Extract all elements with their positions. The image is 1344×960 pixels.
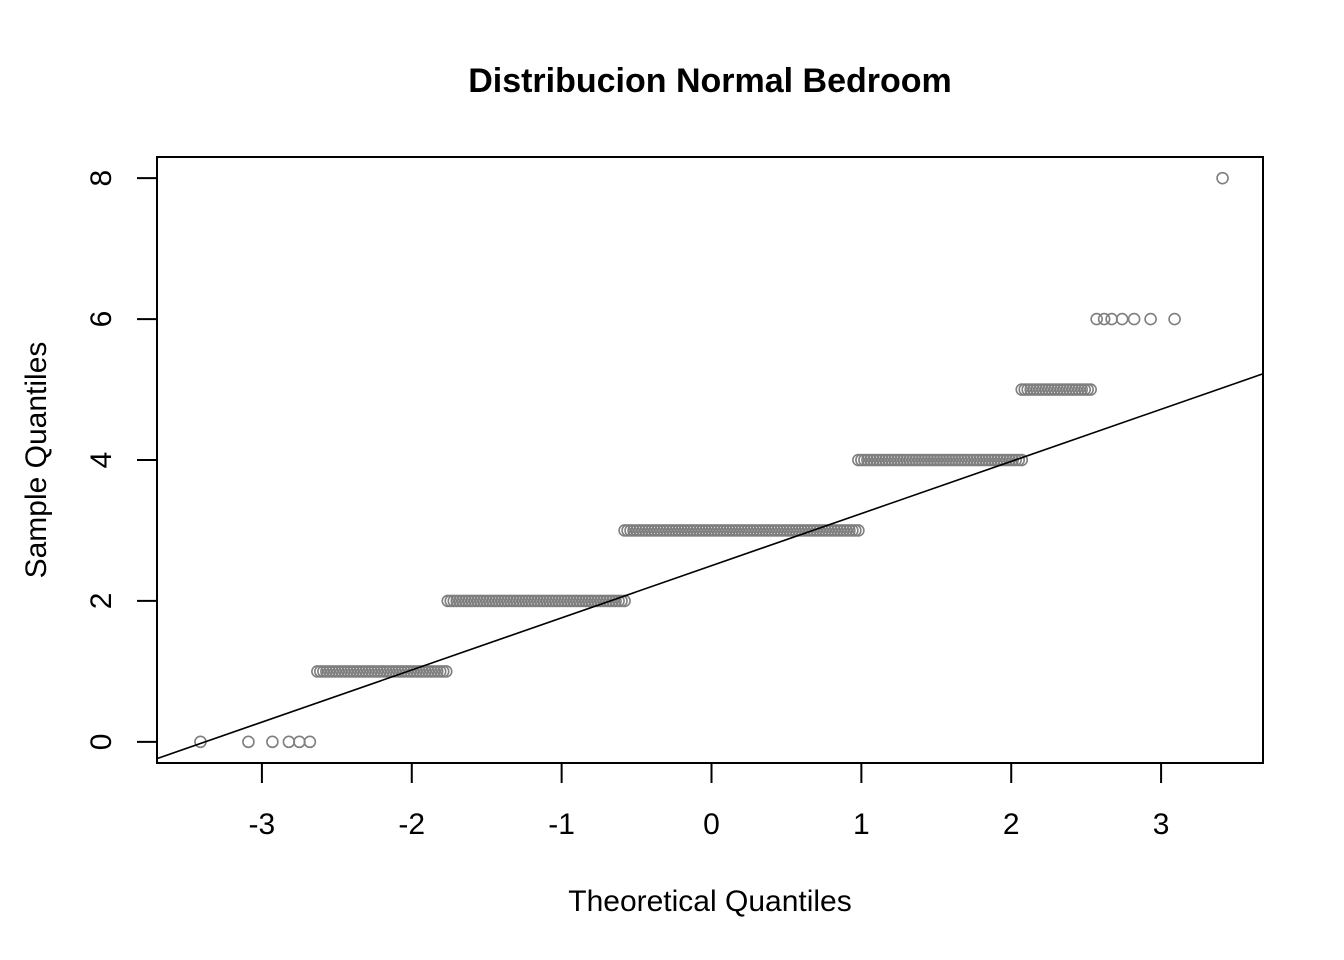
data-point — [852, 524, 865, 537]
data-point — [1216, 171, 1229, 185]
y-axis: 0 2 4 6 8 — [85, 170, 158, 751]
y-tick-label: 0 — [85, 734, 118, 751]
y-tick-label: 8 — [85, 170, 118, 187]
data-point — [266, 735, 279, 749]
data-point — [1090, 312, 1103, 326]
data-point — [1084, 383, 1097, 396]
data-point — [1127, 312, 1141, 326]
data-point — [303, 735, 317, 749]
x-tick-label: -3 — [249, 808, 276, 841]
data-point — [282, 735, 296, 749]
data-point — [1097, 312, 1111, 326]
data-points — [194, 171, 1229, 749]
data-point — [439, 665, 453, 678]
x-axis-label: Theoretical Quantiles — [568, 885, 851, 918]
y-tick-label: 2 — [85, 593, 118, 610]
x-tick-label: -2 — [398, 808, 425, 841]
y-axis-label: Sample Quantiles — [20, 342, 53, 579]
chart-title: Distribucion Normal Bedroom — [468, 62, 952, 100]
data-point — [242, 735, 255, 749]
x-tick-label: 0 — [703, 808, 720, 841]
x-axis: -3 -2 -1 0 1 2 3 — [249, 762, 1170, 841]
data-point — [1168, 312, 1181, 326]
y-tick-label: 4 — [85, 452, 118, 469]
x-tick-label: 3 — [1153, 808, 1170, 841]
reference-line — [157, 373, 1263, 760]
x-tick-label: -1 — [548, 808, 575, 841]
y-tick-label: 6 — [85, 311, 118, 328]
data-point — [1144, 312, 1157, 326]
x-tick-label: 1 — [853, 808, 870, 841]
data-point — [1105, 312, 1118, 326]
x-tick-label: 2 — [1003, 808, 1020, 841]
data-point — [293, 735, 306, 749]
data-point — [1115, 312, 1129, 326]
